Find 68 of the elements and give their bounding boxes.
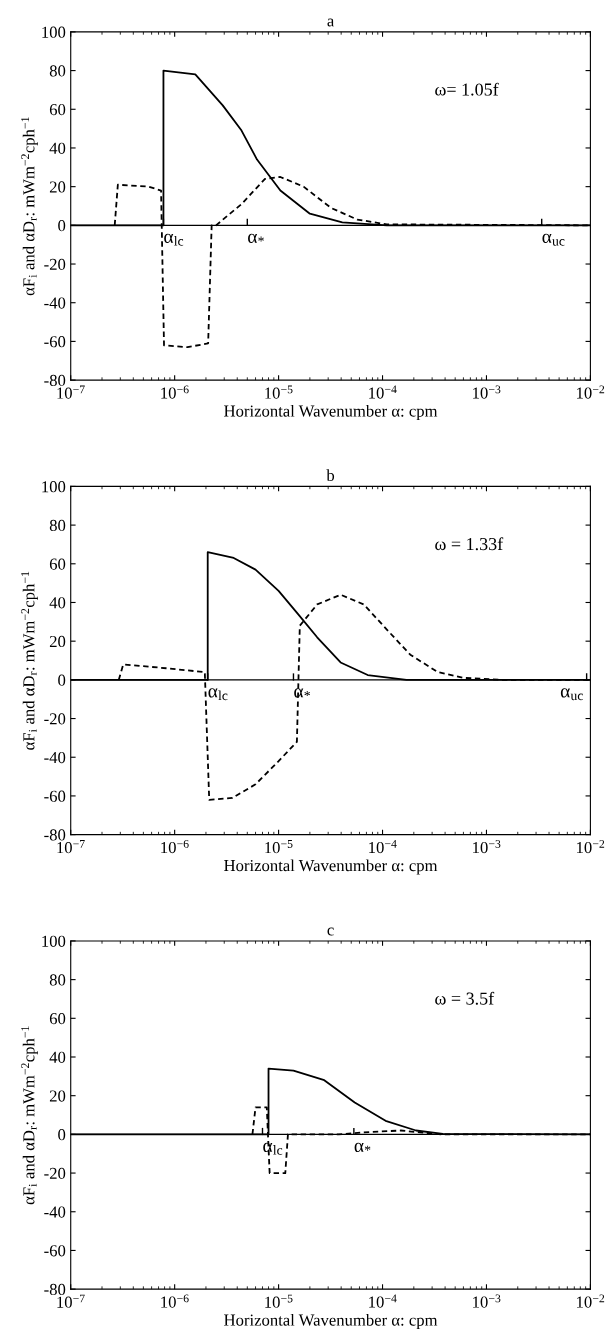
x-tick-label: 10$^{−7}$ [57,840,85,854]
x-tick-label: 10$^{−7}$ [57,385,85,399]
y-tick-label: 80 [49,65,66,77]
annotation: α$_{uc}$ [542,233,565,246]
y-tick-label: -40 [44,751,66,764]
y-tick-label: 60 [49,1013,66,1025]
x-tick-label: 10$^{−5}$ [265,840,293,854]
annotation: α$_{uc}$ [560,688,583,701]
x-tick-label: 10$^{−6}$ [161,1294,189,1308]
y-tick-label: -80 [44,374,66,387]
annotation: α$_{lc}$ [263,1142,283,1155]
y-tick-label: -60 [44,336,66,348]
y-tick-label: -20 [44,1167,66,1180]
x-tick-label: 10$^{−2}$ [577,1294,605,1308]
y-axis-title: αF$_{i}$ and αD$_{r}$: mWm$^{−2}$cph$^{−1}$ [21,1026,38,1205]
x-axis-title: Horizontal Wavenumber α: cpm [224,404,438,421]
annotation: α$_{*}$ [248,233,264,244]
x-tick-label: 10$^{−3}$ [473,385,501,399]
x-tick-label: 10$^{−6}$ [161,839,189,854]
x-tick-label: 10$^{−3}$ [473,1294,501,1308]
x-tick-label: 10$^{−6}$ [161,385,189,399]
x-tick-label: 10$^{−4}$ [369,839,397,854]
x-tick-label: 10$^{−5}$ [265,1294,293,1308]
y-tick-label: 80 [49,519,66,532]
x-axis-title: Horizontal Wavenumber α: cpm [224,1313,438,1329]
annotation: α$_{*}$ [294,688,310,698]
y-axis-title: αF$_{i}$ and αD$_{r}$: mWm$^{−2}$cph$^{−1}$ [21,571,38,750]
y-tick-label: -80 [44,829,66,841]
chart-title: b [326,469,335,482]
annotation: α$_{*}$ [354,1142,371,1153]
annotation: ω= 1.05f [435,82,499,96]
y-tick-label: -80 [44,1283,66,1296]
y-tick-label: 40 [49,142,66,154]
annotation: α$_{lc}$ [164,233,184,246]
chart-title: a [327,18,335,27]
chart-title: c [327,927,334,936]
y-tick-label: 100 [42,26,66,38]
x-tick-label: 10$^{−2}$ [577,839,605,854]
x-tick-label: 10$^{−4}$ [369,385,397,399]
x-axis-title: Horizontal Wavenumber α: cpm [224,859,438,875]
y-tick-label: 0 [58,220,66,232]
y-tick-label: -60 [44,1245,66,1257]
y-tick-label: -20 [44,258,66,270]
y-tick-label: 80 [49,974,66,986]
x-tick-label: 10$^{−5}$ [265,385,293,399]
x-tick-label: 10$^{−7}$ [57,1294,85,1308]
y-tick-label: 60 [49,103,66,116]
y-tick-label: 100 [42,481,66,493]
y-tick-label: 20 [49,1090,66,1102]
annotation: α$_{lc}$ [208,688,228,701]
y-tick-label: 100 [42,935,66,947]
y-tick-label: -20 [44,713,66,725]
y-tick-label: -60 [44,790,66,802]
annotation: ω = 1.33f [435,537,504,551]
y-tick-label: 40 [49,597,66,609]
annotation: ω = 3.5f [435,991,495,1005]
y-tick-label: -40 [44,1206,66,1218]
y-tick-label: 40 [49,1051,66,1063]
y-tick-label: 20 [49,635,66,648]
y-tick-label: 0 [58,1129,66,1141]
y-tick-label: -40 [44,297,66,309]
x-tick-label: 10$^{−4}$ [369,1294,397,1308]
x-tick-label: 10$^{−2}$ [577,385,605,399]
y-tick-label: 60 [49,558,66,570]
y-tick-label: 20 [49,181,66,193]
y-axis-title: αF$_{i}$ and αD$_{r}$: mWm$^{−2}$cph$^{−1}$ [21,117,38,296]
x-tick-label: 10$^{−3}$ [473,839,501,854]
y-tick-label: 0 [58,674,66,686]
